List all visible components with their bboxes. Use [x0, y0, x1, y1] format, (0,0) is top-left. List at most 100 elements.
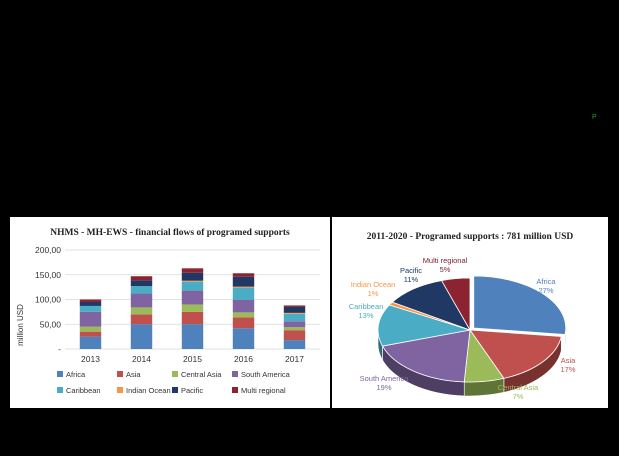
pie-pct-asia: 17% [560, 365, 575, 374]
pie-slice-africa [473, 275, 567, 335]
pie-slice-caribbean [377, 304, 471, 347]
bar-segment-indian-ocean-2017 [283, 312, 306, 314]
pie-chart-panel: 2011-2020 - Programed supports : 781 mil… [332, 217, 608, 408]
pie-slice-south-america [381, 329, 471, 383]
bar-segment-asia-2015 [181, 311, 204, 325]
legend-label-asia: Asia [126, 370, 141, 379]
pie-label-indian-ocean: Indian Ocean [351, 280, 396, 289]
bar-chart-legend: Africa Asia Central Asia South America Carib… [57, 370, 291, 395]
legend-label-africa: Africa [66, 370, 86, 379]
pie-pct-multi-regional: 5% [440, 265, 451, 274]
bar-segment-caribbean-2013 [79, 305, 102, 312]
legend-swatch-caribbean [57, 387, 63, 393]
bar-segment-central-asia-2016 [232, 312, 255, 318]
bar-segment-caribbean-2015 [181, 281, 204, 291]
stacked-bar-chart: NHMS - MH-EWS - financial flows of progr… [16, 228, 320, 395]
pie-chart-3d-sides [377, 328, 567, 397]
bar-segment-south-america-2016 [232, 299, 255, 313]
bar-segment-central-asia-2014 [130, 307, 153, 315]
pie-pct-central-asia: 7% [513, 392, 524, 401]
legend-swatch-pacific [172, 387, 178, 393]
bar-y-tick-label: - [58, 344, 61, 354]
pie-label-central-asia: Central Asia [498, 383, 539, 392]
pie-chart: 2011-2020 - Programed supports : 781 mil… [349, 232, 576, 401]
corner-marker-text: P [592, 114, 597, 121]
bar-y-tick-label: 100,00 [35, 295, 61, 305]
pie-pct-indian-ocean: 1% [368, 289, 379, 298]
bar-segment-asia-2017 [283, 330, 306, 341]
bar-segment-africa-2017 [283, 340, 306, 349]
pie-chart-title: 2011-2020 - Programed supports : 781 mil… [367, 232, 574, 242]
legend-swatch-central-asia [172, 371, 178, 377]
bar-chart-y-ticks: - 50,00 100,00 150,00 200,00 [35, 245, 61, 354]
bar-segment-central-asia-2013 [79, 326, 102, 332]
bar-segment-caribbean-2016 [232, 287, 255, 300]
pie-pct-south-america: 19% [376, 383, 391, 392]
pie-pct-pacific: 11% [404, 275, 419, 284]
bar-x-tick-label-2015: 2015 [183, 354, 202, 364]
legend-label-pacific: Pacific [181, 386, 203, 395]
pie-label-pacific: Pacific [400, 266, 422, 275]
bar-segment-multi-regional-2017 [283, 305, 306, 307]
bar-segment-africa-2013 [79, 336, 102, 349]
legend-label-indian-ocean: Indian Ocean [126, 386, 171, 395]
legend-swatch-indian-ocean [117, 387, 123, 393]
pie-label-asia: Asia [561, 356, 576, 365]
bar-segment-africa-2014 [130, 324, 153, 349]
bar-x-tick-label-2016: 2016 [234, 354, 253, 364]
pie-pct-caribbean: 13% [358, 311, 373, 320]
bar-segment-pacific-2017 [283, 306, 306, 313]
pie-label-south-america: South America [360, 374, 410, 383]
bar-segment-indian-ocean-2016 [232, 286, 255, 288]
bar-segment-asia-2013 [79, 331, 102, 337]
bar-segment-multi-regional-2013 [79, 299, 102, 302]
bar-y-tick-label: 200,00 [35, 245, 61, 255]
bar-x-tick-label-2013: 2013 [81, 354, 100, 364]
bar-x-tick-label-2017: 2017 [285, 354, 304, 364]
bar-segment-asia-2014 [130, 314, 153, 325]
bar-segment-africa-2015 [181, 324, 204, 349]
bar-segment-south-america-2013 [79, 311, 102, 327]
pie-label-caribbean: Caribbean [349, 302, 384, 311]
bar-segment-indian-ocean-2015 [181, 280, 204, 282]
pie-slice-multi-regional [440, 277, 471, 332]
pie-label-multi-regional: Multi regional [423, 256, 468, 265]
bar-segment-asia-2016 [232, 317, 255, 329]
bar-segment-pacific-2013 [79, 301, 102, 306]
bar-segment-south-america-2014 [130, 293, 153, 308]
bar-segment-multi-regional-2014 [130, 276, 153, 281]
bar-y-tick-label: 150,00 [35, 270, 61, 280]
legend-swatch-multi-regional [232, 387, 238, 393]
bar-segment-pacific-2016 [232, 276, 255, 287]
bar-chart-title: NHMS - MH-EWS - financial flows of progr… [50, 228, 290, 238]
bar-y-tick-label: 50,00 [40, 319, 62, 329]
pie-slice-asia [469, 329, 562, 379]
bar-chart-bars [79, 268, 306, 349]
legend-swatch-south-america [232, 371, 238, 377]
bar-segment-multi-regional-2015 [181, 268, 204, 273]
bar-segment-africa-2016 [232, 328, 255, 349]
bar-segment-pacific-2014 [130, 280, 153, 287]
bar-chart-y-axis-label: million USD [16, 304, 25, 346]
pie-pct-africa: 27% [538, 286, 553, 295]
bar-segment-south-america-2015 [181, 290, 204, 305]
bar-x-tick-label-2014: 2014 [132, 354, 151, 364]
legend-swatch-africa [57, 371, 63, 377]
bar-segment-central-asia-2015 [181, 304, 204, 312]
legend-label-central-asia: Central Asia [181, 370, 222, 379]
bar-chart-x-ticks: 2013 2014 2015 2016 2017 [81, 354, 304, 364]
bar-segment-multi-regional-2016 [232, 273, 255, 277]
bar-segment-pacific-2015 [181, 272, 204, 281]
pie-label-africa: Africa [536, 277, 556, 286]
bar-segment-caribbean-2017 [283, 313, 306, 322]
stacked-bar-chart-panel: NHMS - MH-EWS - financial flows of progr… [10, 217, 330, 408]
legend-label-multi-regional: Multi regional [241, 386, 286, 395]
bar-segment-south-america-2017 [283, 321, 306, 328]
bar-segment-central-asia-2017 [283, 327, 306, 331]
legend-swatch-asia [117, 371, 123, 377]
legend-label-caribbean: Caribbean [66, 386, 101, 395]
pie-chart-slices [377, 275, 567, 383]
legend-label-south-america: South America [241, 370, 291, 379]
bar-segment-caribbean-2014 [130, 286, 153, 294]
